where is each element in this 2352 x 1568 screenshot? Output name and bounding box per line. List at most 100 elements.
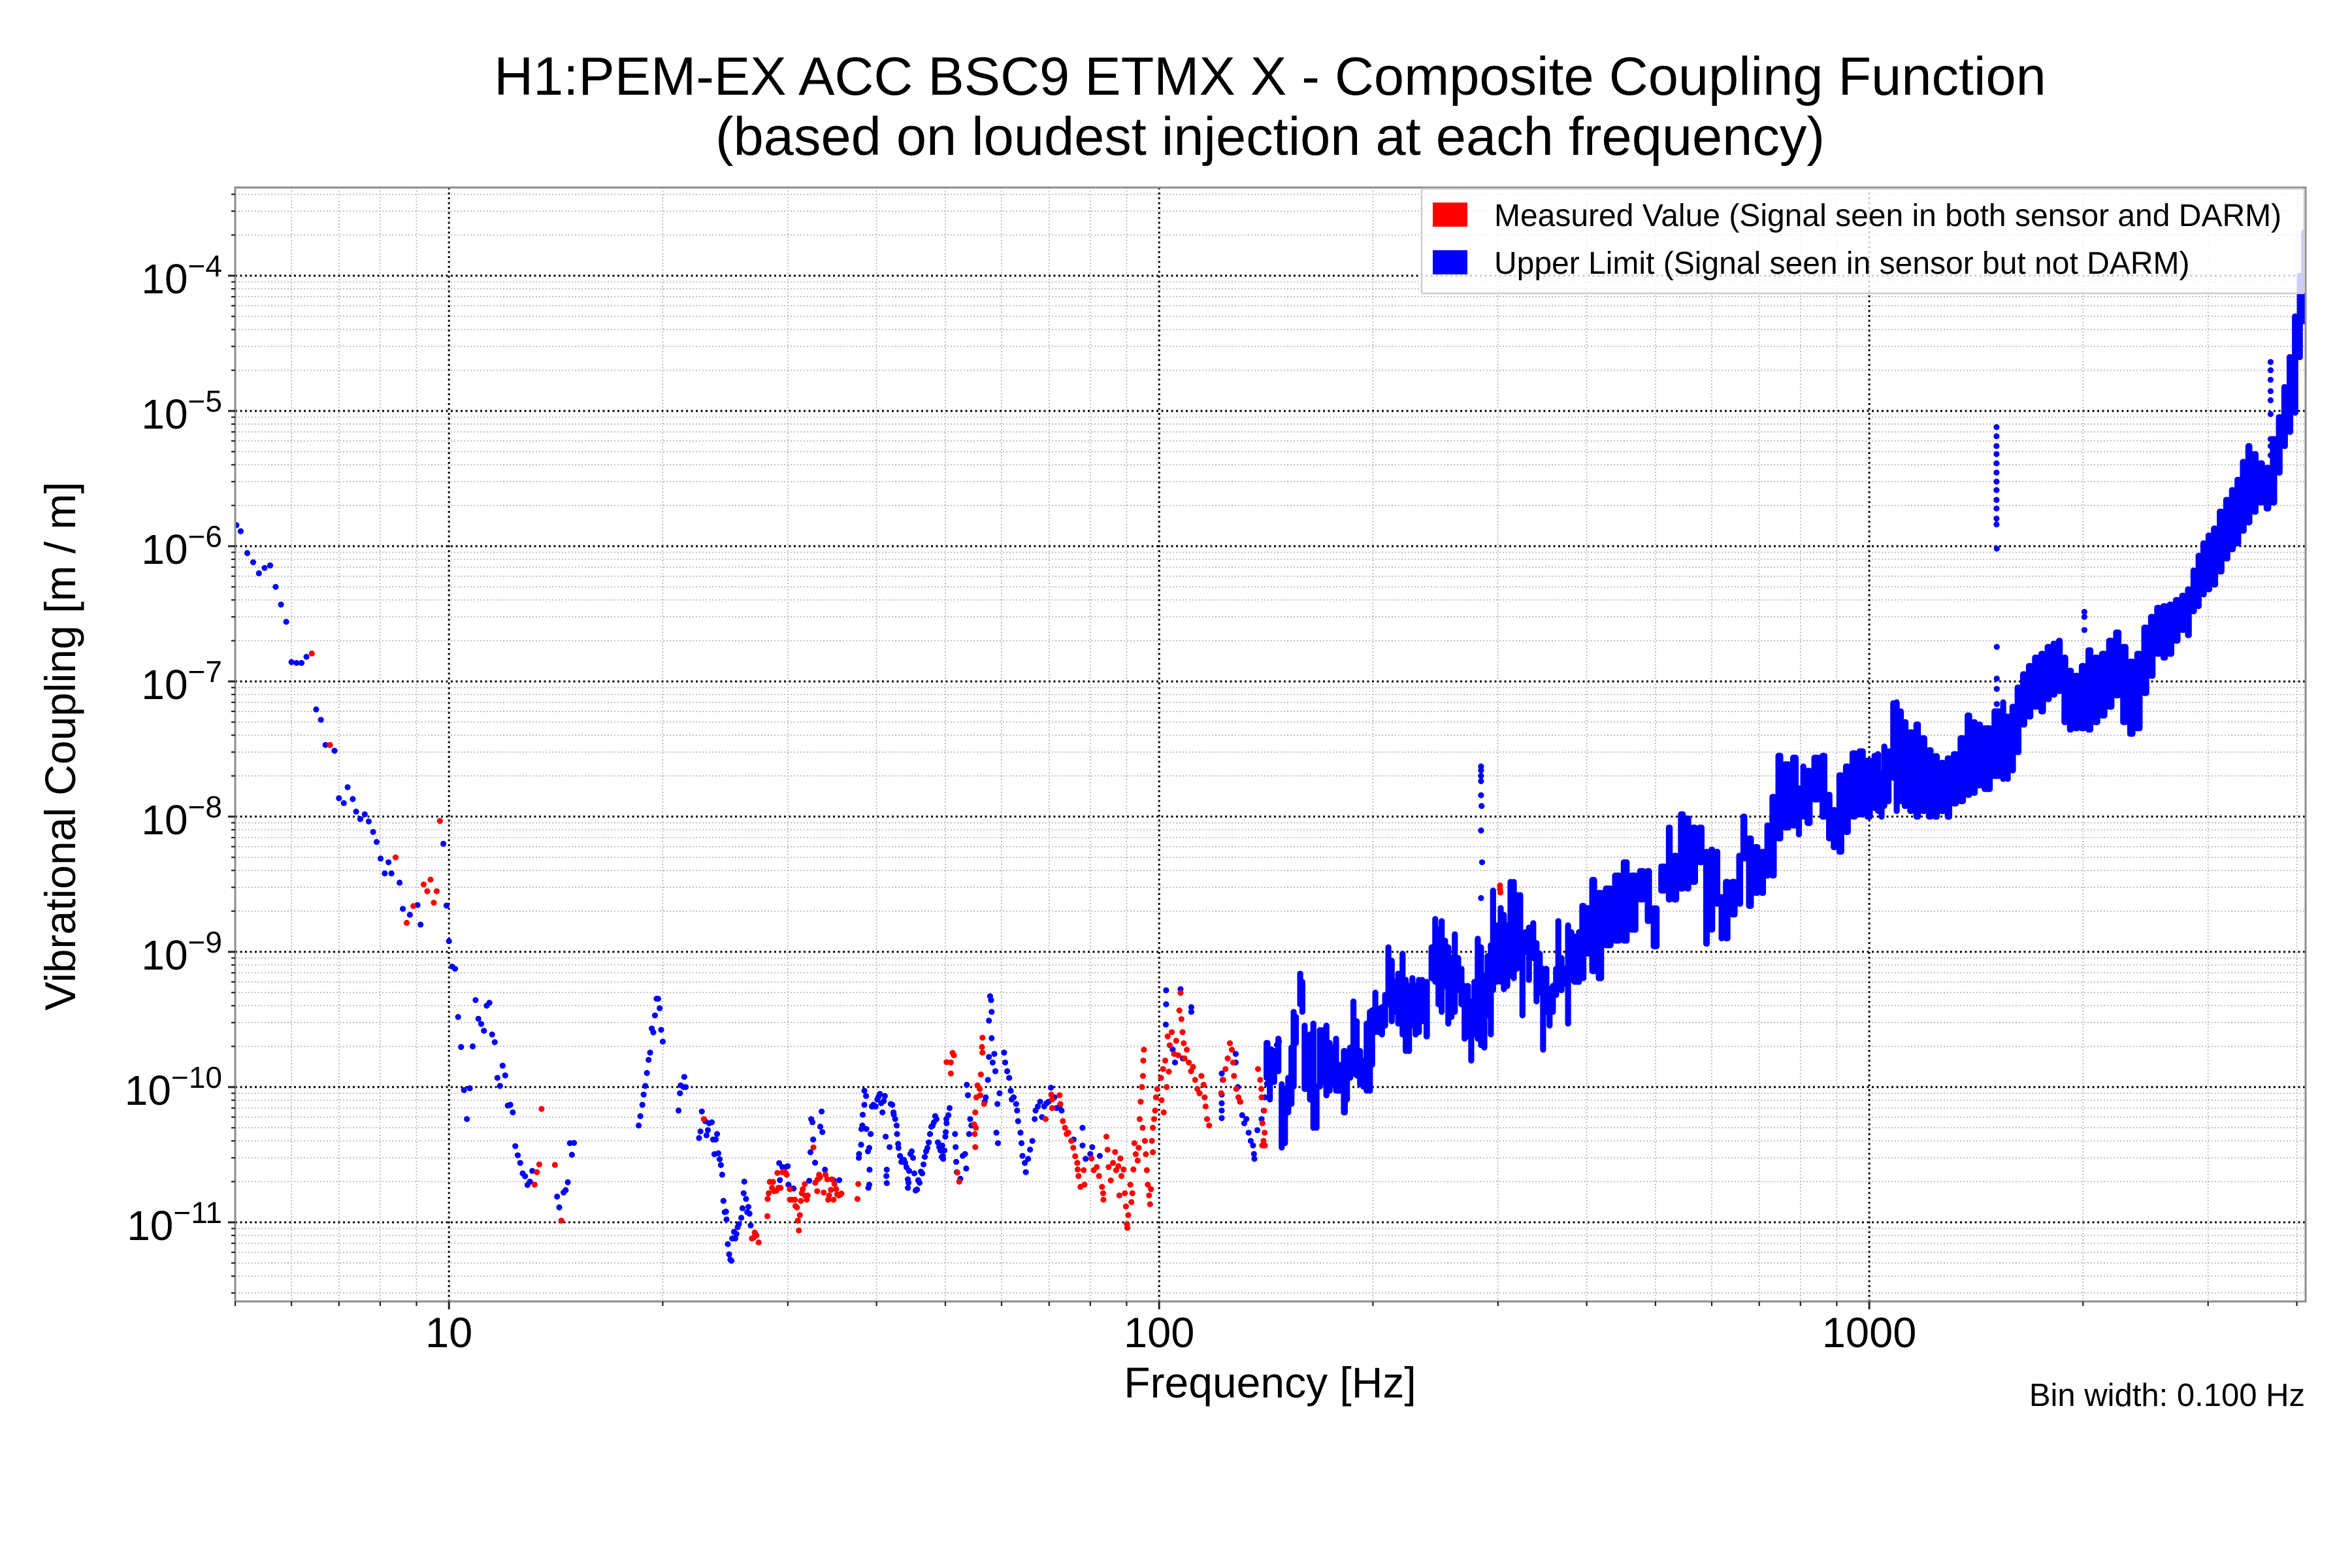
measured-value-point	[764, 1196, 771, 1202]
upper-limit-point	[353, 808, 359, 815]
upper-limit-dense-bin	[2025, 662, 2034, 720]
measured-value-point	[392, 854, 399, 860]
measured-value-point	[1201, 1094, 1208, 1101]
measured-value-point	[1088, 1155, 1095, 1162]
upper-limit-point	[946, 1105, 953, 1111]
upper-limit-point	[1010, 1094, 1017, 1101]
upper-limit-point	[725, 1241, 731, 1247]
upper-limit-point	[777, 1177, 783, 1183]
measured-value-point	[977, 1086, 983, 1092]
upper-limit-dense-bin	[1703, 849, 1710, 947]
y-tick-exponent: −6	[188, 519, 222, 553]
upper-limit-point	[344, 784, 351, 791]
upper-limit-point	[989, 1059, 996, 1066]
y-tick-exponent: −5	[188, 384, 222, 418]
upper-limit-point	[726, 1251, 732, 1258]
upper-limit-point	[1271, 1051, 1278, 1057]
y-tick-base: 10	[141, 796, 188, 843]
upper-limit-point	[1029, 1137, 1036, 1144]
upper-limit-point	[571, 1139, 578, 1146]
upper-limit-dense-bin	[1842, 763, 1851, 835]
upper-limit-dense-bin	[1938, 760, 1946, 814]
upper-limit-point	[986, 1054, 992, 1060]
y-tick-label: 10−4	[141, 249, 222, 302]
measured-value-point	[1117, 1155, 1124, 1162]
upper-limit-point	[2267, 376, 2274, 383]
upper-limit-point	[719, 1171, 725, 1178]
measured-value-point	[1137, 1098, 1144, 1105]
upper-limit-point	[676, 1107, 682, 1114]
y-tick-exponent: −11	[173, 1196, 222, 1230]
upper-limit-point	[953, 1144, 959, 1151]
measured-value-point	[1104, 1147, 1111, 1153]
measured-value-point	[1178, 1016, 1184, 1022]
upper-limit-dense-bin	[1849, 750, 1858, 820]
upper-limit-point	[732, 1235, 738, 1242]
upper-limit-point	[677, 1090, 683, 1096]
y-tick-exponent: −4	[188, 249, 222, 283]
measured-value-point	[1203, 1116, 1211, 1122]
upper-limit-point	[739, 1205, 745, 1211]
upper-limit-point	[715, 1150, 722, 1156]
upper-limit-dense-bin	[1452, 931, 1458, 1015]
measured-value-point	[1179, 1029, 1186, 1036]
measured-value-point	[1228, 1047, 1235, 1053]
measured-value-point	[1148, 1186, 1154, 1192]
measured-value-point	[1048, 1091, 1054, 1098]
upper-limit-point	[645, 1056, 652, 1063]
measured-value-point	[1120, 1166, 1127, 1173]
upper-limit-dense-bin	[1759, 849, 1767, 896]
measured-value-point	[753, 1232, 760, 1239]
upper-limit-point	[397, 879, 403, 886]
measured-value-point	[1152, 1107, 1158, 1114]
measured-value-point	[830, 1196, 837, 1203]
upper-limit-point	[657, 1005, 663, 1011]
upper-limit-dense-bin	[1299, 979, 1305, 1015]
upper-limit-point	[1079, 1142, 1086, 1149]
minor-gridlines	[235, 188, 2306, 1301]
measured-value-point	[700, 1116, 707, 1122]
upper-limit-dense-bin	[1690, 825, 1698, 885]
upper-limit-point	[1993, 701, 2000, 708]
upper-limit-point	[1250, 1151, 1257, 1157]
measured-value-point	[1260, 1137, 1267, 1144]
upper-limit-dense-bin	[1925, 747, 1934, 820]
upper-limit-point	[889, 1102, 896, 1108]
upper-limit-point	[1171, 1059, 1179, 1066]
upper-limit-point	[250, 559, 257, 566]
upper-limit-point	[738, 1215, 745, 1221]
upper-limit-dense-bin	[2038, 651, 2046, 715]
measured-value-point	[1202, 1103, 1209, 1110]
measured-value-point	[1134, 1157, 1141, 1164]
upper-limit-point	[1007, 1087, 1014, 1094]
upper-limit-dense-bin	[1764, 822, 1771, 879]
measured-value-point	[1132, 1151, 1139, 1158]
measured-value-point	[1125, 1212, 1132, 1218]
upper-limit-dense-bin	[1752, 844, 1761, 896]
upper-limit-point	[517, 1160, 523, 1166]
upper-limit-point	[637, 1113, 644, 1119]
upper-limit-dense-bin	[1932, 753, 1940, 820]
measured-value-point	[538, 1105, 545, 1112]
upper-limit-dense-bin	[2245, 443, 2253, 526]
upper-limit-point	[1035, 1103, 1041, 1110]
measured-value-series	[308, 650, 1504, 1246]
upper-limit-dense-bin	[1517, 892, 1524, 936]
upper-limit-point	[993, 1130, 1000, 1136]
upper-limit-point	[563, 1187, 569, 1194]
measured-value-point	[1147, 1201, 1153, 1207]
upper-limit-dense-bin	[2179, 593, 2187, 633]
upper-limit-point	[964, 1081, 970, 1088]
measured-value-point	[1152, 1094, 1159, 1101]
y-tick-label: 10−8	[141, 790, 222, 843]
measured-value-point	[1136, 1116, 1143, 1122]
upper-limit-point	[288, 659, 295, 666]
y-tick-base: 10	[125, 1067, 171, 1114]
upper-limit-point	[1251, 1156, 1258, 1162]
measured-value-point	[1173, 1037, 1179, 1044]
legend-swatch-measured	[1433, 203, 1467, 227]
upper-limit-dense-bin	[1831, 807, 1838, 851]
measured-value-point	[1218, 1090, 1224, 1096]
upper-limit-point	[926, 1131, 934, 1137]
